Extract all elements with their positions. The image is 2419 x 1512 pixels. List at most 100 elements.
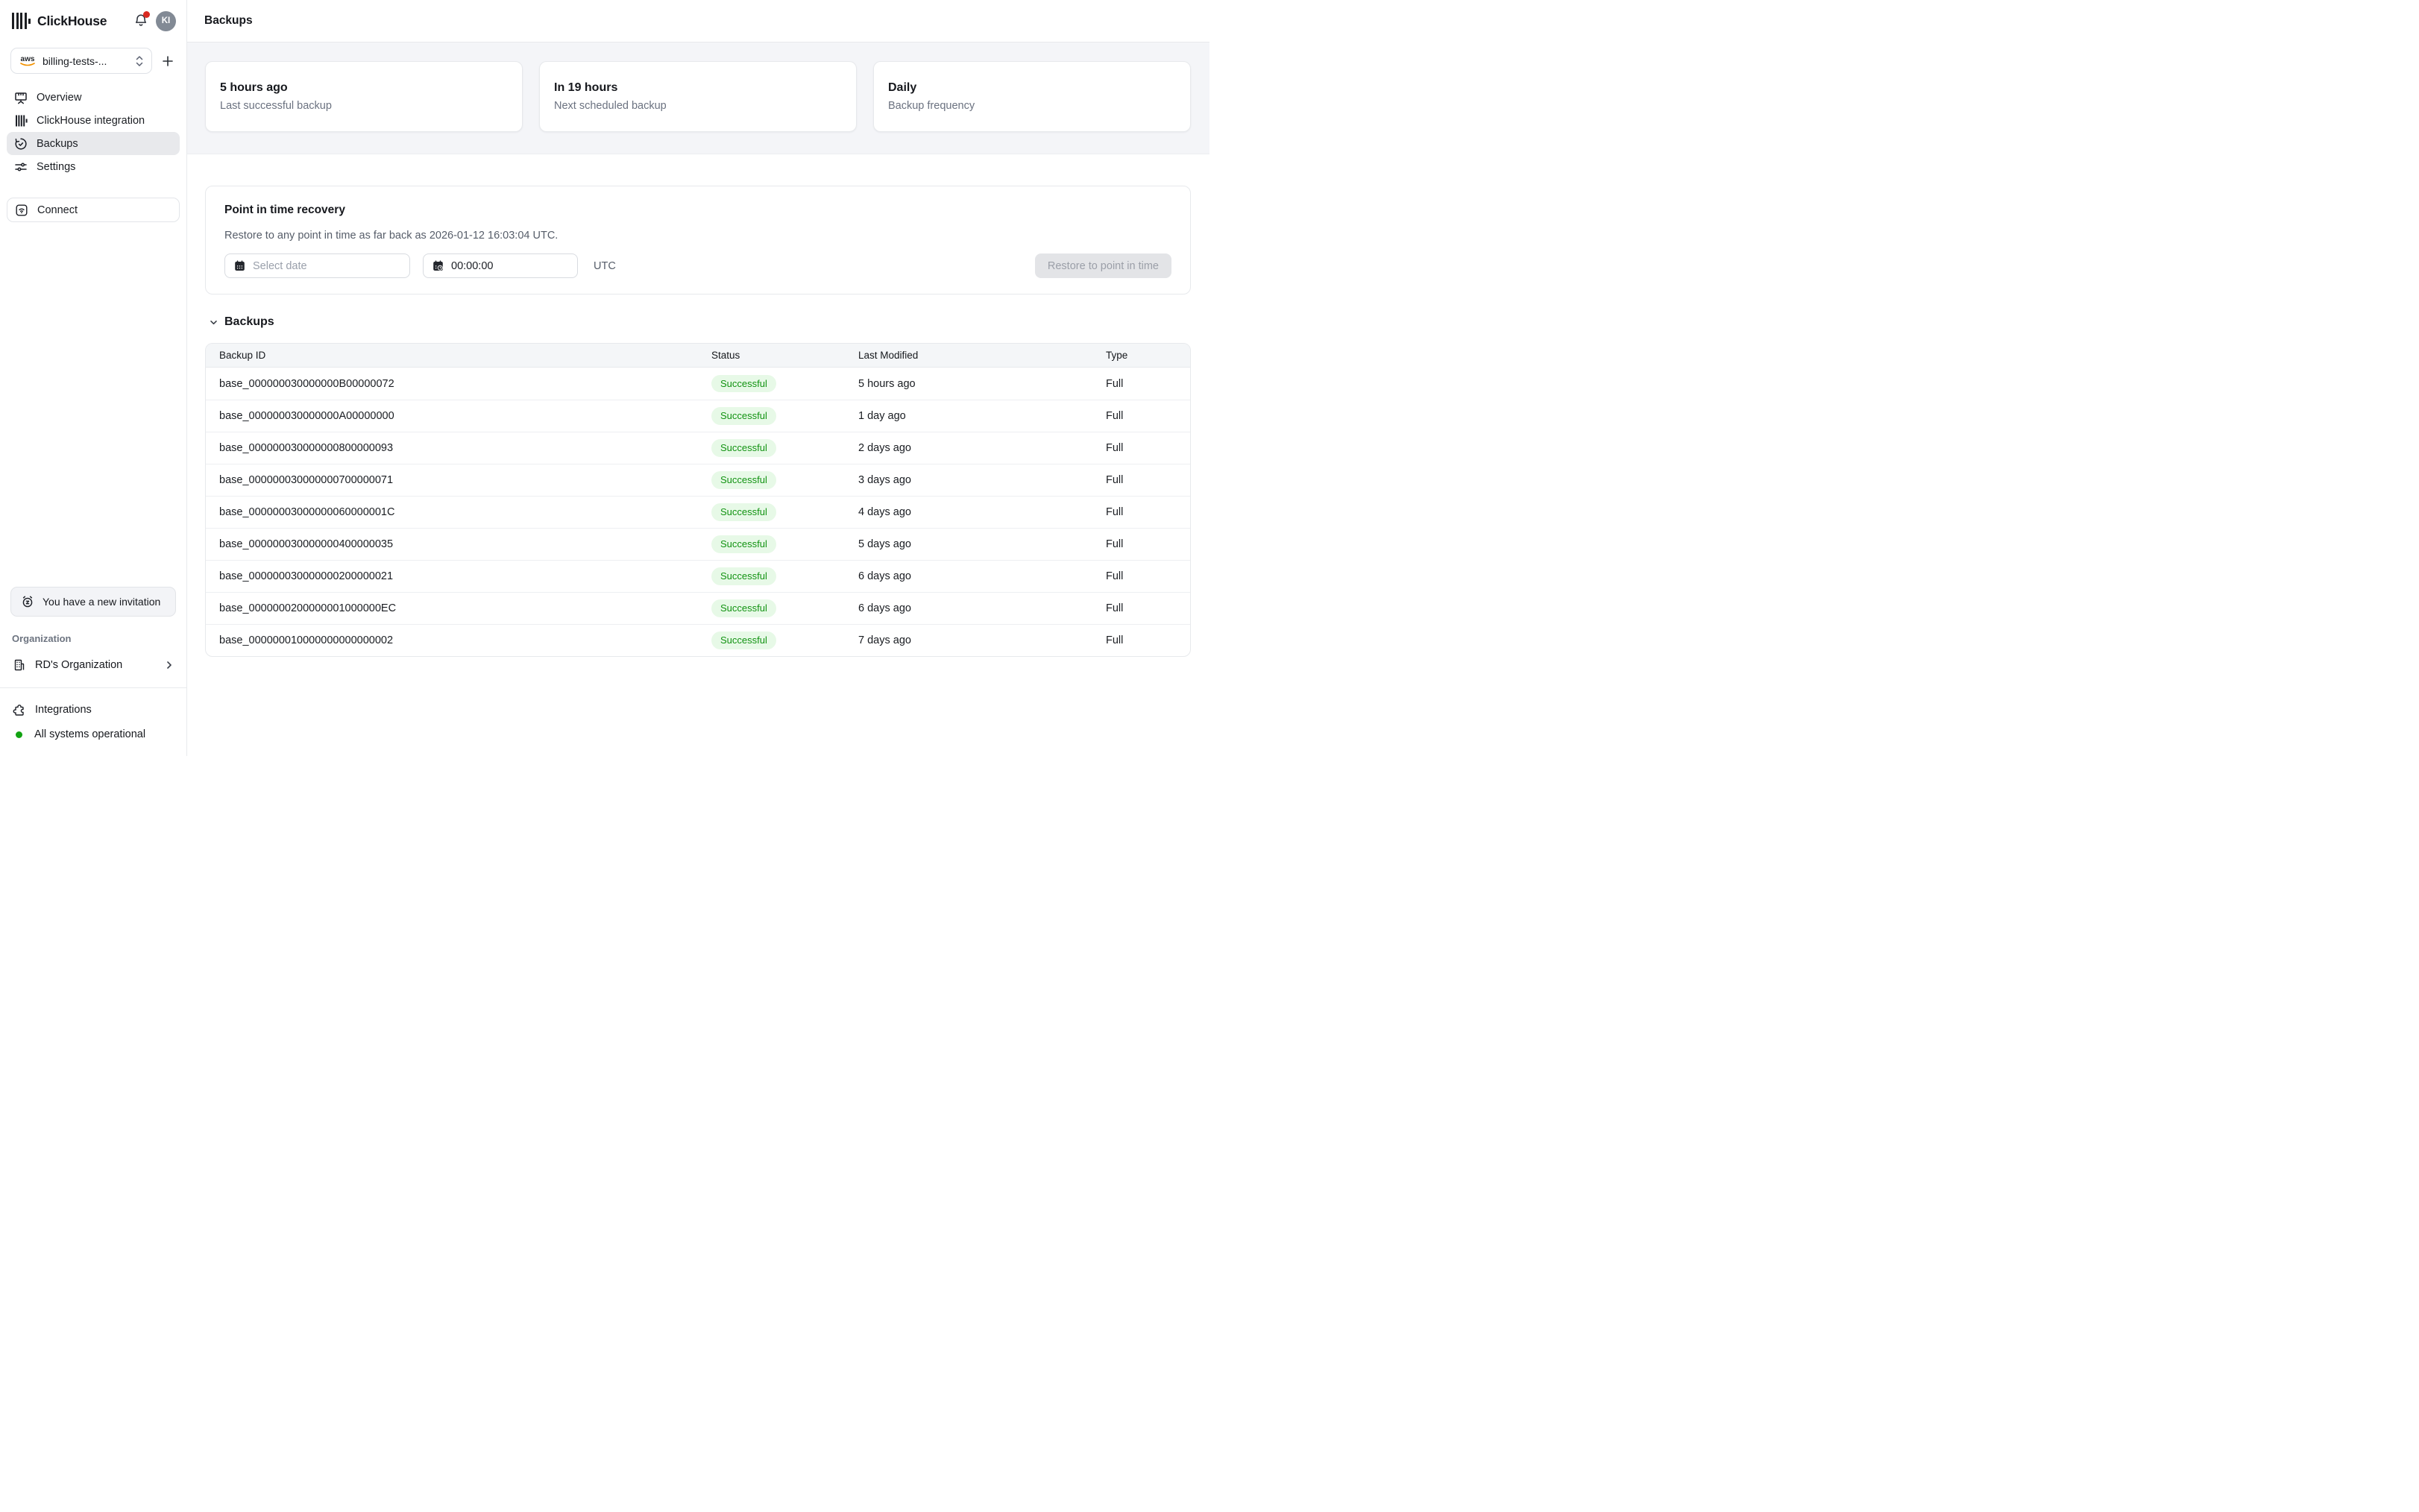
type-cell: Full: [1106, 602, 1124, 614]
add-service-button[interactable]: [157, 50, 179, 72]
column-header-type: Type: [1106, 350, 1128, 361]
type-cell: Full: [1106, 506, 1124, 518]
pitr-title: Point in time recovery: [224, 204, 345, 216]
type-cell: Full: [1106, 634, 1124, 646]
backups-table: Backup ID Status Last Modified Type base…: [205, 343, 1191, 657]
service-name: billing-tests-...: [43, 54, 107, 67]
summary-band: 5 hours ago Last successful backup In 19…: [187, 42, 1210, 154]
brand-name: ClickHouse: [37, 13, 107, 28]
pitr-description: Restore to any point in time as far back…: [224, 230, 559, 242]
chevron-updown-icon: [136, 55, 143, 66]
backup-id-cell: base_000000030000000A00000000: [219, 410, 394, 422]
table-row[interactable]: base_000000030000000700000071 Successful…: [206, 464, 1190, 496]
last-modified-cell: 1 day ago: [858, 410, 906, 422]
system-status-label: All systems operational: [34, 728, 146, 740]
status-cell: Successful: [711, 439, 858, 457]
organization-switcher[interactable]: RD's Organization: [0, 653, 186, 677]
restore-history-icon: [15, 137, 27, 150]
organization-name: RD's Organization: [35, 659, 123, 671]
main-area: Backups 5 hours ago Last successful back…: [187, 0, 1210, 756]
integrations-link[interactable]: Integrations: [12, 699, 174, 721]
service-selector[interactable]: aws billing-tests-...: [10, 48, 152, 74]
type-cell: Full: [1106, 474, 1124, 486]
clickhouse-logo-icon: [12, 13, 31, 29]
type-cell: Full: [1106, 442, 1124, 454]
last-modified-cell: 5 days ago: [858, 538, 911, 550]
aws-logo-icon: aws: [19, 55, 37, 66]
sidebar-item-label: Overview: [37, 91, 82, 104]
sidebar-item-backups[interactable]: Backups: [7, 132, 180, 155]
sidebar: ClickHouse KI aws billing-tests-...: [0, 0, 187, 756]
table-row[interactable]: base_000000030000000A00000000 Successful…: [206, 400, 1190, 432]
snooze-alarm-icon: [22, 596, 33, 608]
status-badge: Successful: [711, 631, 776, 649]
sidebar-item-overview[interactable]: Overview: [7, 86, 180, 109]
card-value: Daily: [888, 81, 917, 94]
status-cell: Successful: [711, 407, 858, 425]
backups-section-title: Backups: [224, 315, 274, 328]
sidebar-item-clickhouse-integration[interactable]: ClickHouse integration: [7, 109, 180, 132]
presentation-icon: [15, 92, 27, 104]
connect-label: Connect: [37, 204, 78, 216]
integrations-label: Integrations: [35, 704, 92, 716]
sidebar-item-label: Backups: [37, 137, 78, 150]
system-status[interactable]: All systems operational: [12, 723, 174, 746]
status-dot-icon: [16, 731, 22, 738]
type-cell: Full: [1106, 570, 1124, 582]
last-modified-cell: 6 days ago: [858, 602, 911, 614]
table-row[interactable]: base_000000010000000000000002 Successful…: [206, 624, 1190, 656]
last-modified-cell: 2 days ago: [858, 442, 911, 454]
calendar-clock-icon: [433, 260, 443, 271]
last-modified-cell: 3 days ago: [858, 474, 911, 486]
last-modified-cell: 5 hours ago: [858, 377, 916, 390]
page-header: Backups: [187, 0, 1210, 42]
status-badge: Successful: [711, 374, 776, 393]
status-badge: Successful: [711, 567, 776, 585]
backup-id-cell: base_00000003000000060000001C: [219, 506, 395, 518]
connect-button[interactable]: Connect: [7, 198, 180, 222]
organization-section-label: Organization: [12, 633, 72, 644]
type-cell: Full: [1106, 410, 1124, 422]
timezone-label: UTC: [594, 259, 616, 272]
backup-id-cell: base_000000030000000700000071: [219, 474, 394, 486]
status-badge: Successful: [711, 471, 776, 489]
sidebar-nav: Overview ClickHouse integration Backups …: [0, 86, 186, 178]
status-cell: Successful: [711, 567, 858, 585]
date-input[interactable]: Select date: [224, 253, 410, 278]
table-row[interactable]: base_000000030000000B00000072 Successful…: [206, 368, 1190, 400]
point-in-time-recovery-panel: Point in time recovery Restore to any po…: [205, 186, 1191, 294]
invitation-banner[interactable]: You have a new invitation: [10, 586, 176, 617]
table-row[interactable]: base_000000030000000200000021 Successful…: [206, 560, 1190, 592]
status-cell: Successful: [711, 471, 858, 489]
backup-id-cell: base_000000010000000000000002: [219, 634, 394, 646]
user-avatar[interactable]: KI: [156, 10, 176, 31]
type-cell: Full: [1106, 538, 1124, 550]
building-icon: [14, 659, 25, 671]
status-cell: Successful: [711, 374, 858, 393]
card-next-scheduled-backup: In 19 hours Next scheduled backup: [539, 61, 857, 132]
time-input[interactable]: 00:00:00: [423, 253, 578, 278]
restore-button[interactable]: Restore to point in time: [1034, 253, 1171, 278]
notification-dot: [143, 11, 150, 18]
table-row[interactable]: base_00000003000000060000001C Successful…: [206, 496, 1190, 528]
backups-section-toggle[interactable]: Backups: [205, 315, 1191, 329]
notifications-bell-icon[interactable]: [133, 11, 150, 29]
last-modified-cell: 4 days ago: [858, 506, 911, 518]
sidebar-item-label: ClickHouse integration: [37, 114, 145, 127]
calendar-icon: [235, 260, 245, 271]
card-value: In 19 hours: [554, 81, 618, 94]
card-label: Backup frequency: [888, 100, 975, 112]
chevron-right-icon: [167, 661, 172, 669]
puzzle-icon: [13, 705, 24, 716]
status-cell: Successful: [711, 599, 858, 617]
table-row[interactable]: base_000000030000000400000035 Successful…: [206, 528, 1190, 560]
status-badge: Successful: [711, 535, 776, 553]
table-row[interactable]: base_0000000200000001000000EC Successful…: [206, 592, 1190, 624]
status-cell: Successful: [711, 535, 858, 553]
status-badge: Successful: [711, 439, 776, 457]
backup-id-cell: base_000000030000000B00000072: [219, 377, 394, 390]
sidebar-item-settings[interactable]: Settings: [7, 155, 180, 178]
column-header-last-modified: Last Modified: [858, 350, 919, 361]
time-value: 00:00:00: [451, 259, 494, 272]
table-row[interactable]: base_000000030000000800000093 Successful…: [206, 432, 1190, 464]
